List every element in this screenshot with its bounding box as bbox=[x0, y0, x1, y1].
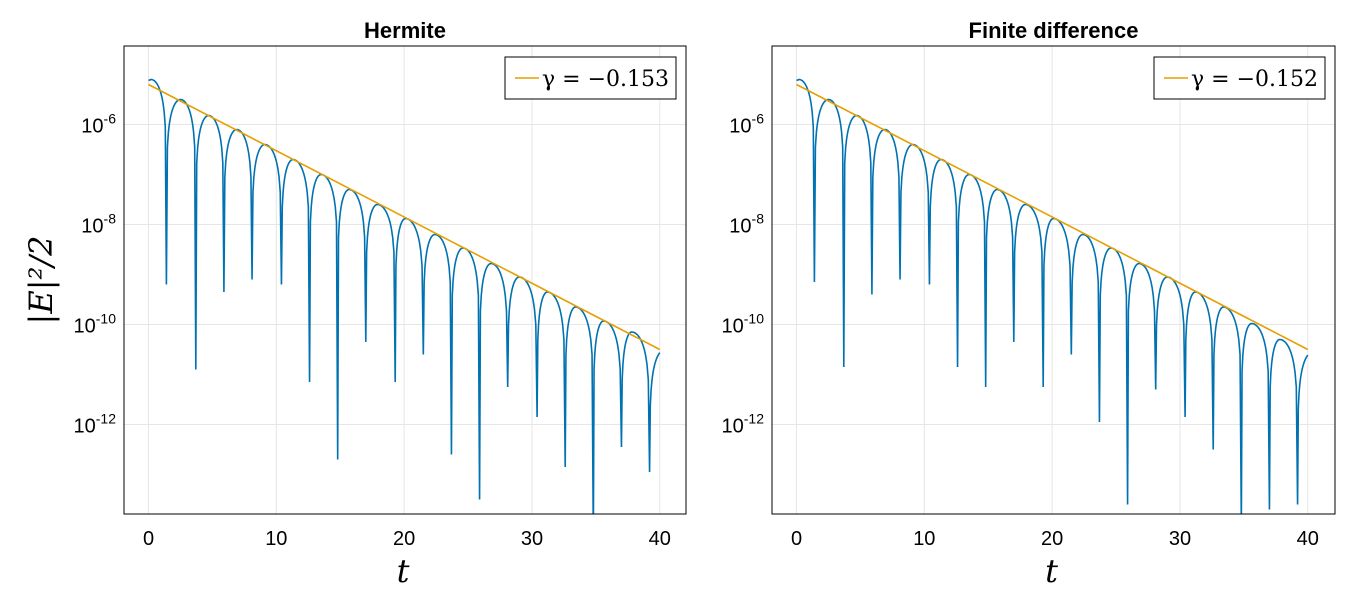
chart2-ytick-label: 10-8 bbox=[729, 211, 764, 238]
chart2-legend: γ = −0.152 bbox=[1153, 56, 1326, 100]
chart1-ytick-label: 10-8 bbox=[81, 211, 116, 238]
chart2-panel: Finite difference 0 10 20 30 40 10-6 10-8 10-10 1… bbox=[722, 18, 1336, 590]
chart1-panel: Hermite 0 10 20 30 40 10-6 10-8 10-10 10-12 t γ = −… bbox=[74, 18, 687, 590]
chart1-x-axis-label: t bbox=[397, 552, 410, 590]
chart2-xtick-label: 30 bbox=[1169, 528, 1191, 550]
chart2-frame bbox=[771, 45, 1336, 515]
chart2-xtick-label: 20 bbox=[1041, 528, 1063, 550]
chart2-ytick-label: 10-12 bbox=[722, 411, 765, 438]
chart2-xtick-label: 40 bbox=[1297, 528, 1319, 550]
chart1-series-fit bbox=[148, 83, 661, 351]
chart1-ytick-label: 10-12 bbox=[74, 411, 117, 438]
chart1-ytick-label: 10-6 bbox=[81, 111, 116, 138]
chart2-xtick-label: 10 bbox=[913, 528, 935, 550]
chart1-legend: γ = −0.153 bbox=[504, 56, 677, 100]
chart2-xtick-label: 0 bbox=[791, 528, 802, 550]
chart1-xtick-label: 40 bbox=[649, 528, 671, 550]
y-axis-label: |E|²/2 bbox=[22, 236, 60, 325]
chart1-title: Hermite bbox=[364, 18, 446, 43]
chart2-legend-label: γ = −0.152 bbox=[1191, 67, 1318, 92]
chart2-ytick-label: 10-10 bbox=[722, 311, 765, 338]
chart1-legend-label: γ = −0.153 bbox=[542, 67, 669, 92]
chart1-frame bbox=[123, 45, 687, 515]
chart1-xtick-label: 20 bbox=[393, 528, 415, 550]
chart1-xtick-label: 0 bbox=[143, 528, 154, 550]
chart2-x-axis-label: t bbox=[1045, 552, 1058, 590]
chart1-ytick-label: 10-10 bbox=[74, 311, 117, 338]
chart2-title: Finite difference bbox=[969, 18, 1139, 43]
chart2-ytick-label: 10-6 bbox=[729, 111, 764, 138]
chart2-series-fit bbox=[796, 83, 1309, 351]
chart1-xtick-label: 10 bbox=[265, 528, 287, 550]
chart1-xtick-label: 30 bbox=[521, 528, 543, 550]
